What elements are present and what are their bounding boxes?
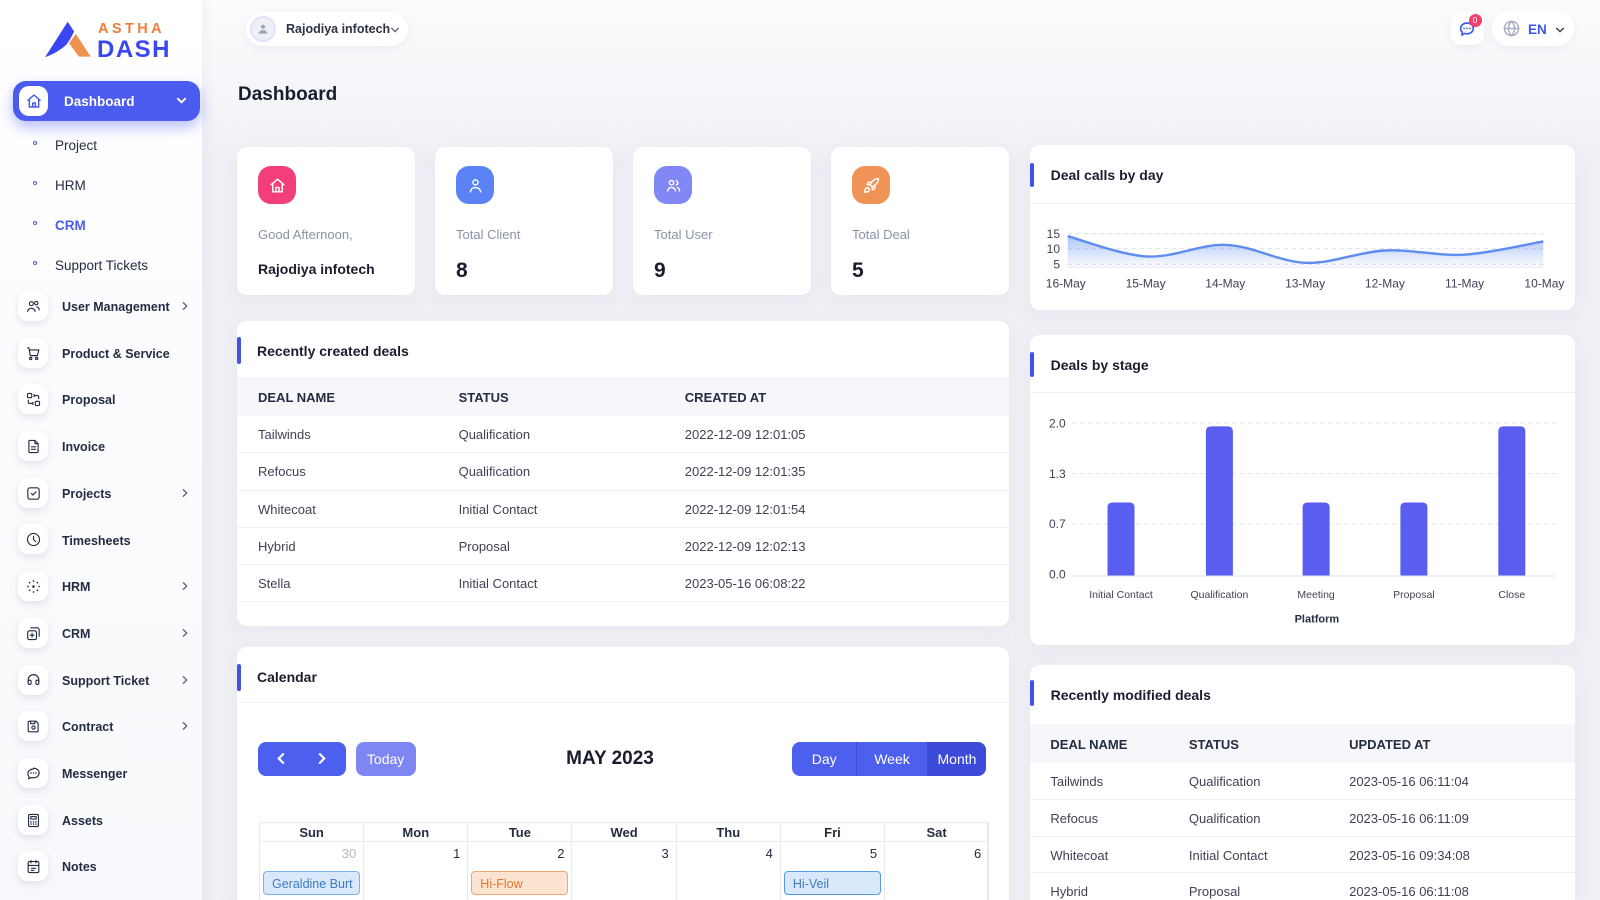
- svg-text:15-May: 15-May: [1125, 277, 1165, 291]
- svg-text:Meeting: Meeting: [1297, 589, 1335, 601]
- svg-text:10-May: 10-May: [1524, 277, 1564, 291]
- svg-text:2.0: 2.0: [1049, 417, 1066, 431]
- svg-text:0.0: 0.0: [1049, 568, 1066, 582]
- svg-text:15: 15: [1046, 227, 1060, 241]
- svg-text:Proposal: Proposal: [1393, 589, 1434, 601]
- svg-text:13-May: 13-May: [1285, 277, 1325, 291]
- svg-text:1.3: 1.3: [1049, 467, 1066, 481]
- svg-text:5: 5: [1053, 258, 1060, 272]
- svg-text:16-May: 16-May: [1045, 277, 1085, 291]
- svg-text:0.7: 0.7: [1049, 518, 1066, 532]
- svg-text:10: 10: [1046, 242, 1060, 256]
- svg-text:11-May: 11-May: [1445, 277, 1484, 291]
- svg-text:14-May: 14-May: [1205, 277, 1245, 291]
- svg-text:Qualification: Qualification: [1190, 589, 1248, 601]
- svg-text:12-May: 12-May: [1364, 277, 1404, 291]
- svg-text:Platform: Platform: [1294, 614, 1339, 626]
- svg-text:Initial Contact: Initial Contact: [1089, 589, 1153, 601]
- svg-text:Close: Close: [1498, 589, 1525, 601]
